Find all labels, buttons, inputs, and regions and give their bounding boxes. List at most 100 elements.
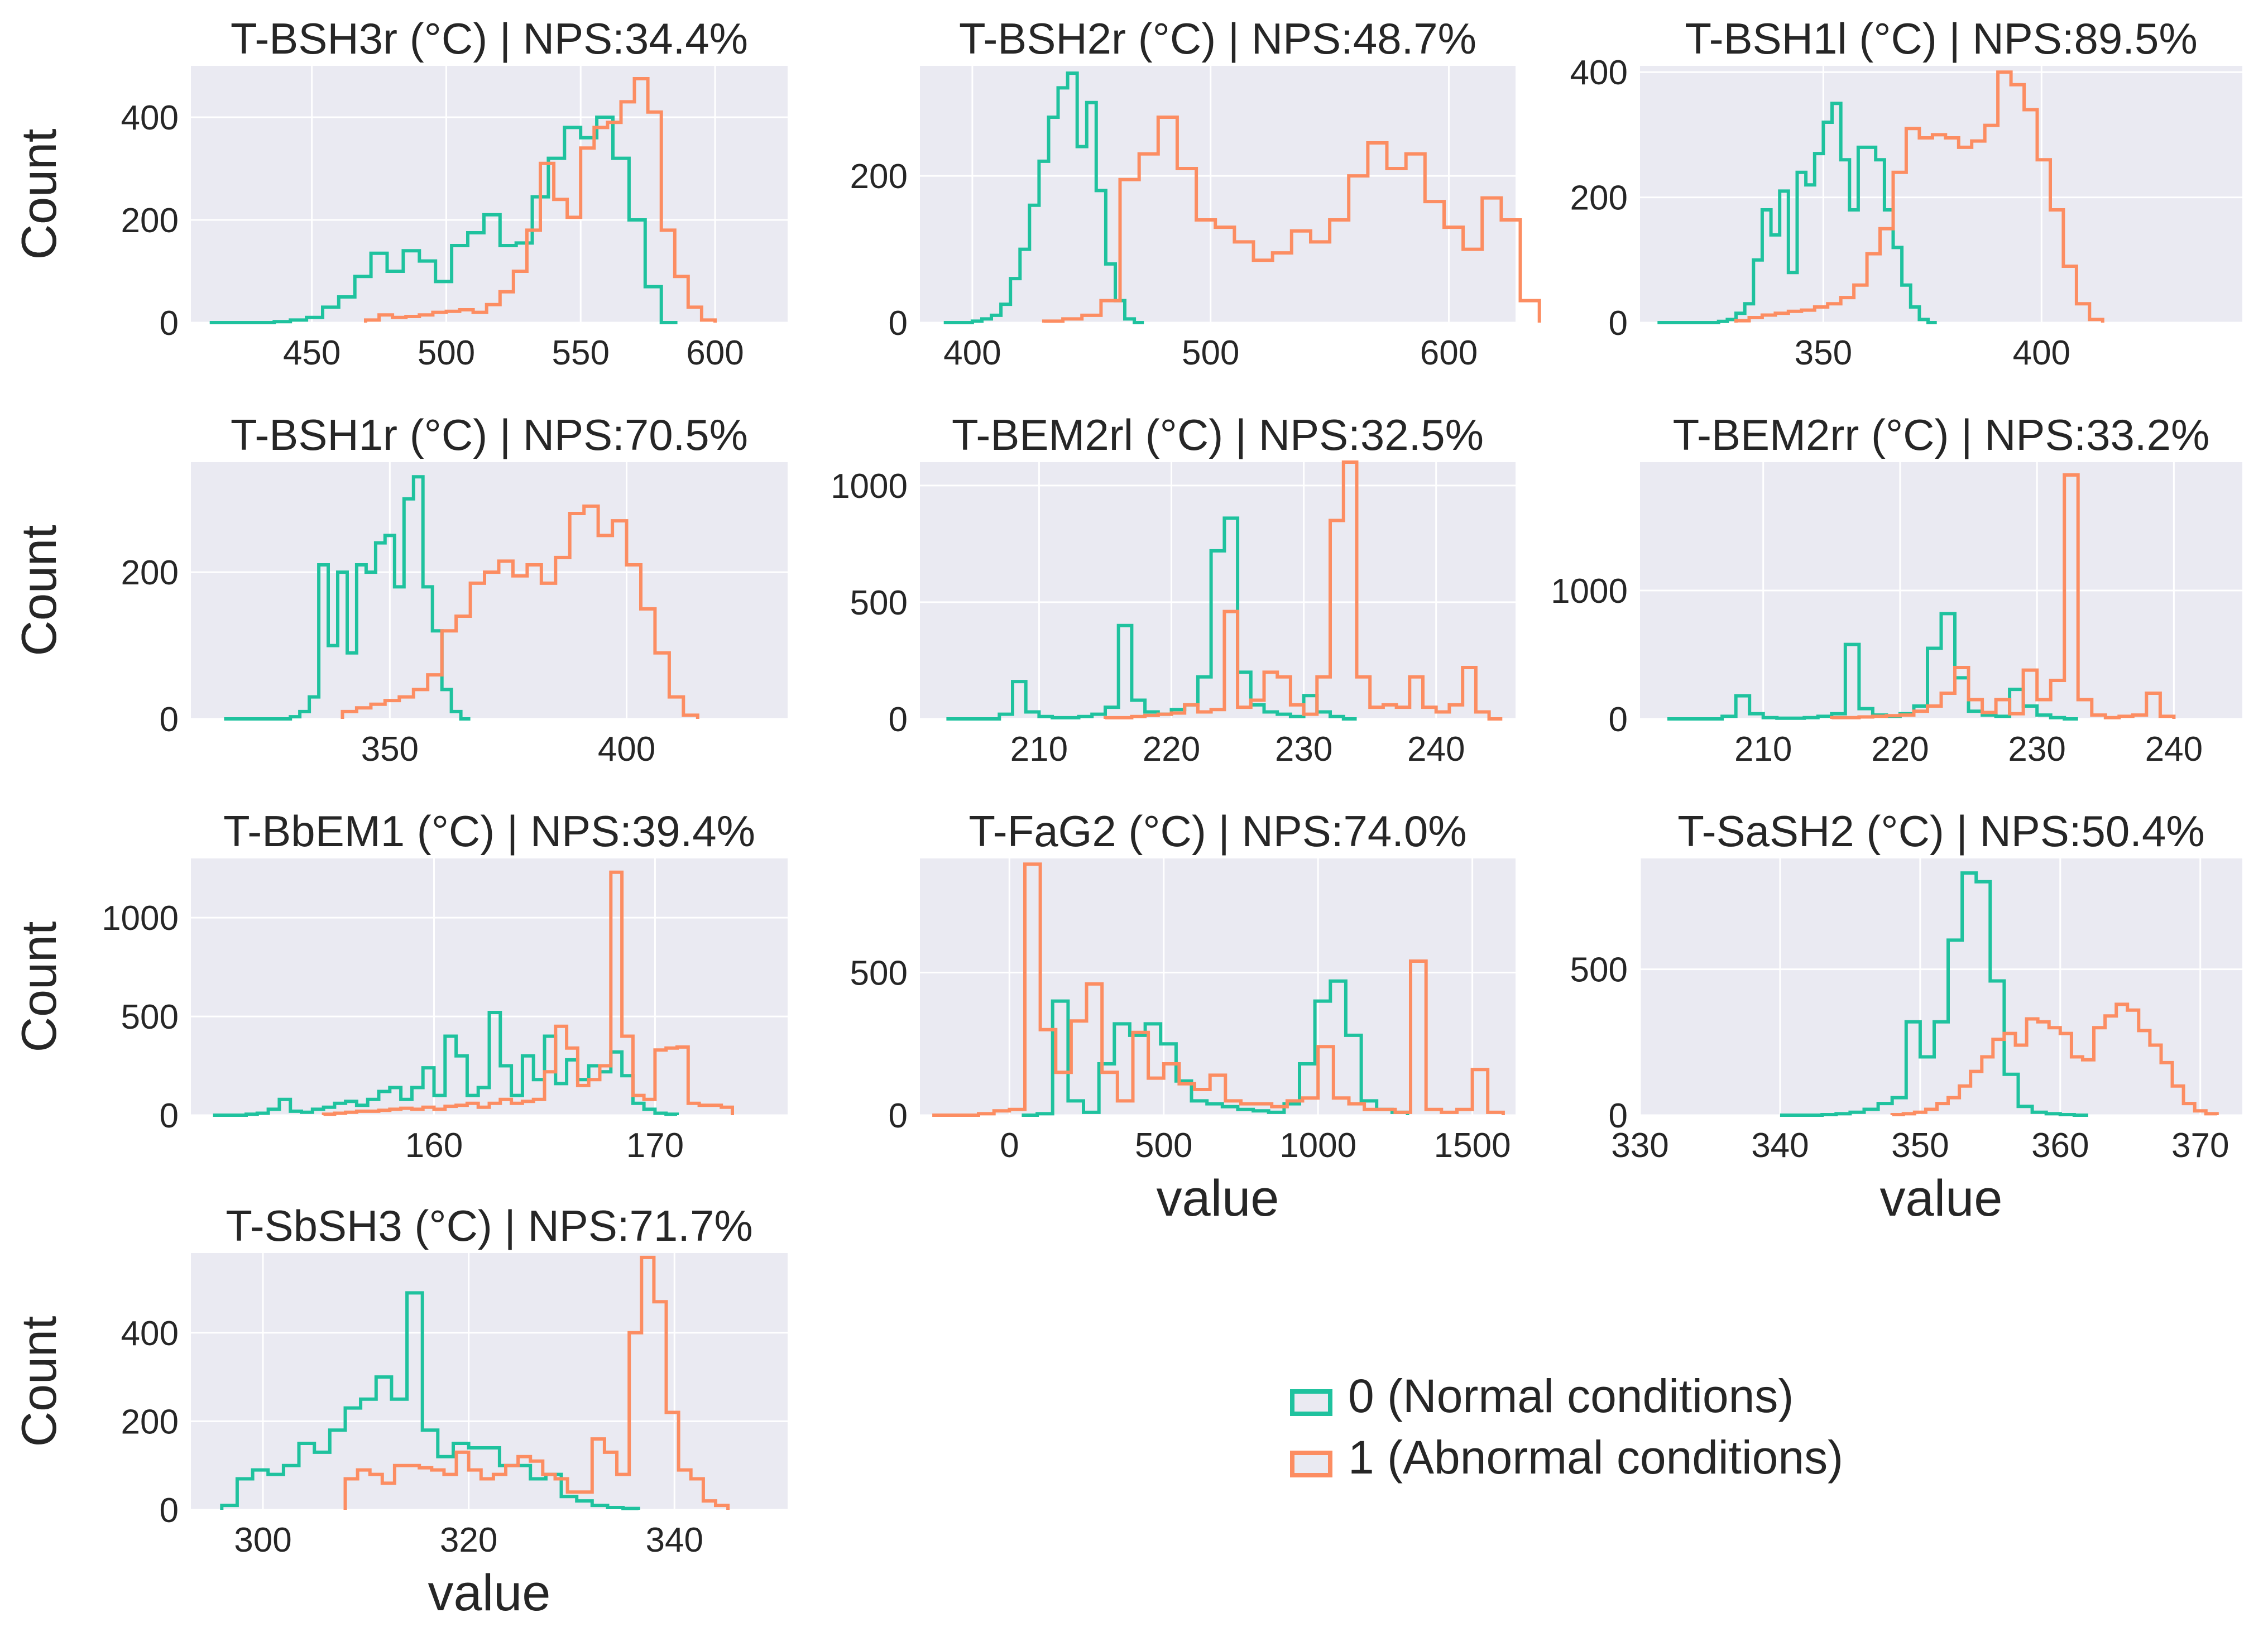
panel-title: T-SbSH3 (°C) | NPS:71.7% — [226, 1201, 752, 1250]
panel-6: 210 220 230 240 0 1000 T-BEM2rr (°C) | NPS:33.… — [11, 410, 2242, 769]
x-tick-label: 1500 — [1434, 1126, 1511, 1165]
x-tick-label: 240 — [2145, 730, 2203, 769]
x-tick-label: 360 — [2031, 1126, 2089, 1165]
x-tick-label: 230 — [1275, 730, 1332, 769]
series-normal-step — [209, 116, 678, 324]
series-normal-step — [224, 475, 471, 721]
y-axis-label: Count — [11, 129, 66, 260]
x-tick-label: 210 — [1734, 730, 1792, 769]
x-tick-label: 230 — [2008, 730, 2065, 769]
x-tick-label: 0 — [1000, 1126, 1019, 1165]
x-tick-label: 340 — [646, 1521, 703, 1559]
x-tick-label: 220 — [1143, 730, 1200, 769]
y-tick-label: 0 — [1609, 1097, 1628, 1135]
x-tick-label: 330 — [1611, 1126, 1668, 1165]
x-tick-label: 400 — [598, 730, 655, 769]
y-tick-label: 200 — [121, 554, 179, 592]
y-axis-label: Count — [11, 922, 66, 1053]
series-normal-step — [1022, 979, 1409, 1117]
y-axis-label: Count — [11, 129, 66, 260]
panels: 450 500 550 600 0 200 400 T-BSH3r (°C) | NPS:34… — [11, 14, 2242, 1621]
y-axis-label: Count — [11, 1316, 66, 1447]
x-tick-label: 210 — [1010, 730, 1068, 769]
series-normal-step — [943, 71, 1144, 324]
legend-label-abnormal: 1 (Abnormal conditions) — [1348, 1431, 1843, 1484]
legend: 0 (Normal conditions) 1 (Abnormal condit… — [1290, 1370, 1843, 1484]
series-abnormal-step — [343, 1255, 730, 1510]
y-tick-label: 0 — [160, 1097, 179, 1135]
x-tick-label: 160 — [405, 1126, 463, 1165]
plot-background — [1640, 66, 2242, 323]
x-tick-label: 350 — [1891, 1126, 1949, 1165]
plot-background — [191, 462, 788, 719]
y-axis-label: Count — [11, 525, 66, 656]
panel-title: T-FaG2 (°C) | NPS:74.0% — [968, 807, 1466, 856]
panel-title: T-SaSH2 (°C) | NPS:50.4% — [1677, 807, 2204, 856]
x-tick-label: 220 — [1871, 730, 1929, 769]
x-tick-label: 340 — [1751, 1126, 1809, 1165]
series-abnormal-step — [1734, 70, 2104, 323]
series-abnormal-step — [1042, 116, 1541, 323]
panel-1: 450 500 550 600 0 200 400 T-BSH3r (°C) | NPS:34… — [11, 14, 788, 372]
y-tick-label: 0 — [160, 304, 179, 343]
y-tick-label: 0 — [1609, 700, 1628, 739]
series-abnormal-step — [341, 504, 699, 719]
y-tick-label: 500 — [1570, 951, 1628, 990]
y-tick-label: 0 — [160, 700, 179, 739]
panel-8: 0 500 1000 1500 0 500 T-FaG2 (°C) | NPS:74.0% v… — [850, 807, 1516, 1227]
series-abnormal-step — [932, 862, 1505, 1117]
x-axis-label: value — [1157, 1170, 1279, 1227]
series-normal-step — [220, 1291, 640, 1510]
panel-5: 210 220 230 240 0 500 1000 T-BEM2rl (°C) | NPS:… — [11, 410, 1516, 769]
x-tick-label: 600 — [1420, 334, 1478, 372]
y-tick-label: 400 — [121, 1314, 179, 1353]
plot-background — [920, 858, 1516, 1115]
x-tick-label: 240 — [1407, 730, 1465, 769]
y-tick-label: 0 — [889, 304, 908, 343]
y-tick-label: 200 — [121, 201, 179, 240]
y-tick-label: 400 — [1570, 54, 1628, 92]
x-tick-label: 320 — [440, 1521, 497, 1559]
legend-swatch-abnormal — [1290, 1451, 1332, 1477]
panel-9: 330 340 350 360 370 0 500 T-SaSH2 (°C) | NPS:50… — [1570, 807, 2242, 1227]
x-tick-label: 500 — [418, 334, 475, 372]
y-tick-label: 0 — [889, 700, 908, 739]
x-axis-label: value — [428, 1564, 551, 1621]
y-tick-label: 0 — [889, 1097, 908, 1135]
plot-background — [920, 462, 1516, 719]
panel-title: T-BSH3r (°C) | NPS:34.4% — [231, 14, 748, 63]
legend-swatch-normal — [1290, 1389, 1332, 1416]
series-abnormal-step — [322, 870, 734, 1116]
x-tick-label: 600 — [686, 334, 744, 372]
x-tick-label: 300 — [234, 1521, 291, 1559]
series-normal-step — [1780, 871, 2088, 1117]
x-tick-label: 550 — [552, 334, 609, 372]
y-tick-label: 500 — [850, 954, 908, 992]
panel-title: T-BbEM1 (°C) | NPS:39.4% — [223, 807, 755, 856]
y-tick-label: 200 — [850, 157, 908, 196]
x-axis-label: value — [1880, 1170, 2003, 1227]
x-tick-label: 500 — [1135, 1126, 1192, 1165]
y-tick-label: 1000 — [1551, 572, 1628, 611]
y-axis-label: Count — [11, 525, 66, 656]
panel-title: T-BSH2r (°C) | NPS:48.7% — [959, 14, 1476, 63]
panel-title: T-BEM2rr (°C) | NPS:33.2% — [1673, 410, 2210, 459]
x-tick-label: 1000 — [1279, 1126, 1356, 1165]
panel-10: 300 320 340 0 200 400 T-SbSH3 (°C) | NPS:71.7%… — [11, 1201, 788, 1621]
y-tick-label: 500 — [850, 584, 908, 622]
series-abnormal-step — [1104, 460, 1503, 721]
y-tick-label: 200 — [121, 1403, 179, 1441]
legend-label-normal: 0 (Normal conditions) — [1348, 1370, 1794, 1422]
y-tick-label: 1000 — [102, 899, 179, 938]
x-tick-label: 170 — [626, 1126, 684, 1165]
y-tick-label: 500 — [121, 998, 179, 1036]
panel-title: T-BSH1l (°C) | NPS:89.5% — [1685, 14, 2197, 63]
panel-3: 350 400 0 200 400 T-BSH1l (°C) | NPS:89.5% Cou… — [11, 14, 2242, 372]
series-abnormal-step — [1890, 1002, 2219, 1116]
plot-background — [191, 1253, 788, 1510]
panel-7: 160 170 0 500 1000 T-BbEM1 (°C) | NPS:39.4% Co… — [11, 807, 788, 1165]
plot-background — [1640, 858, 2242, 1115]
y-tick-label: 200 — [1570, 179, 1628, 218]
series-normal-step — [1657, 102, 1937, 324]
